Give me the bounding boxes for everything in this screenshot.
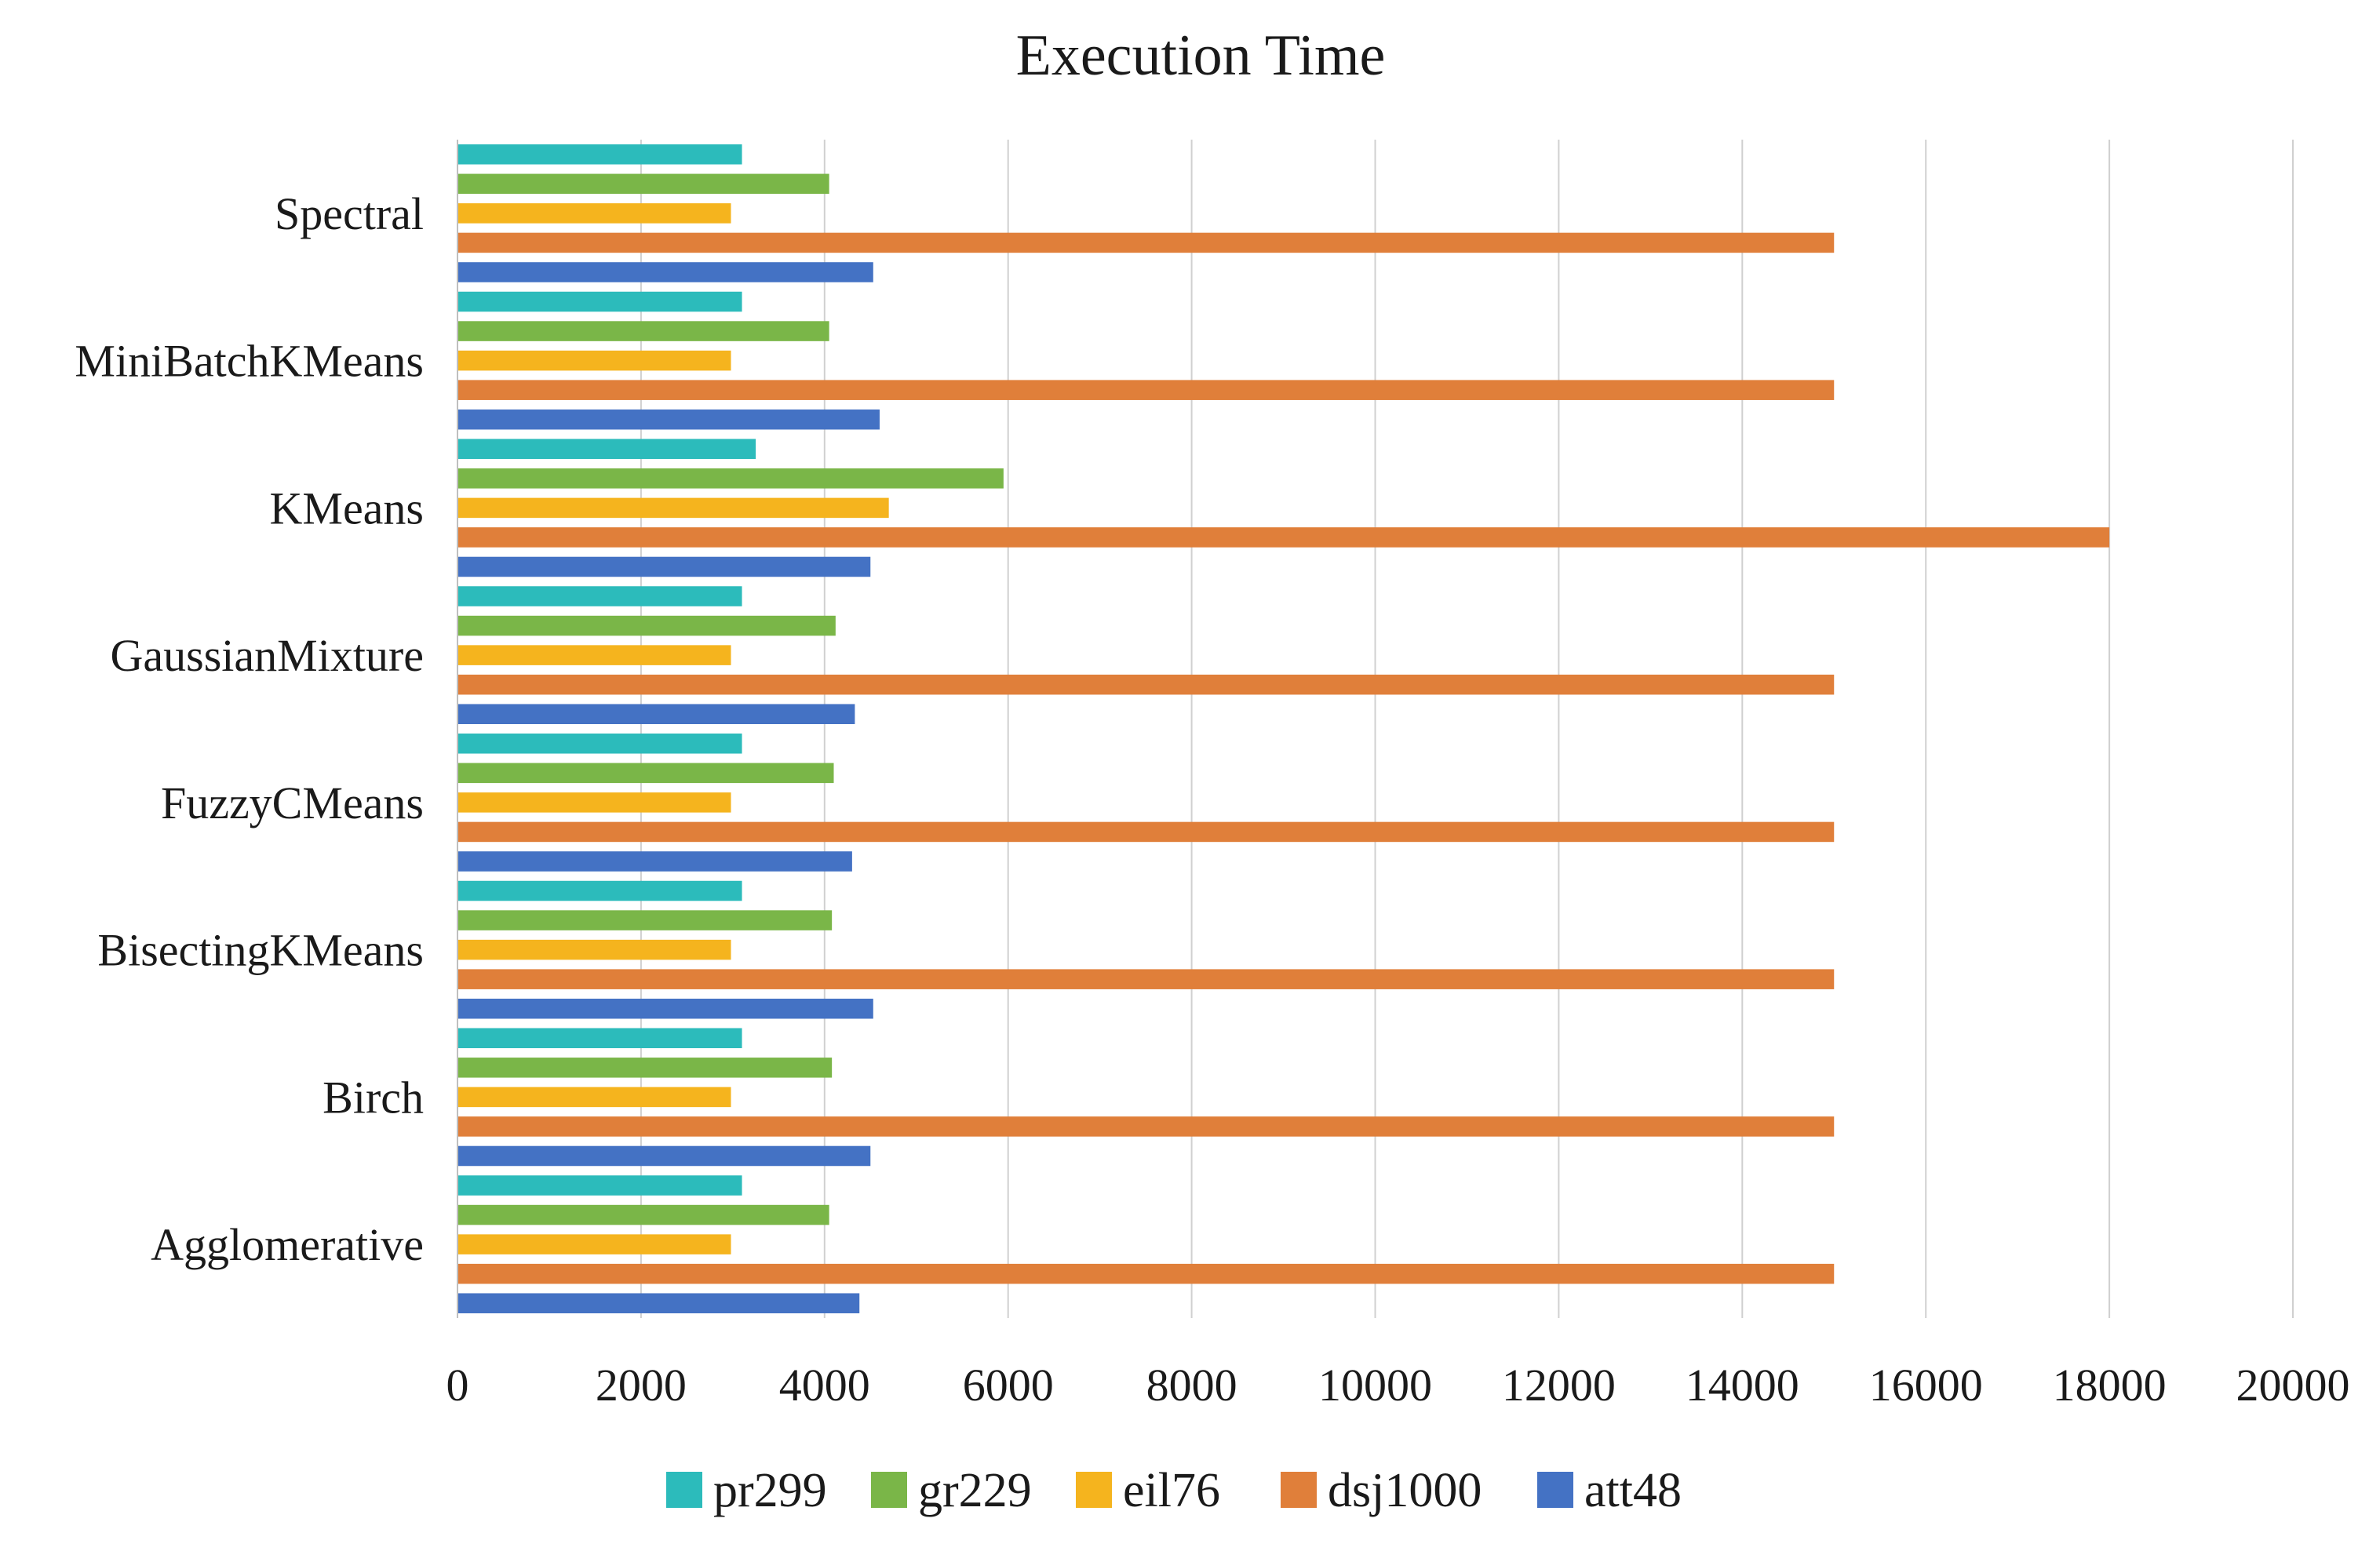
legend-label: dsj1000 bbox=[1328, 1464, 1482, 1517]
bar-dsj1000-KMeans bbox=[457, 527, 2110, 548]
bar-pr299-Spectral bbox=[457, 144, 742, 165]
legend: pr299 gr229 eil76 dsj1000 att48 bbox=[666, 1464, 1682, 1517]
bar-dsj1000-Spectral bbox=[457, 232, 1835, 253]
chart-title: Execution Time bbox=[1016, 24, 1386, 88]
bar-att48-MiniBatchKMeans bbox=[457, 409, 880, 430]
bar-pr299-MiniBatchKMeans bbox=[457, 291, 742, 312]
bar-pr299-FuzzyCMeans bbox=[457, 734, 742, 754]
bar-eil76-KMeans bbox=[457, 497, 889, 519]
bars-layer bbox=[457, 144, 2110, 1313]
bar-pr299-KMeans bbox=[457, 439, 756, 460]
category-label: Agglomerative bbox=[151, 1219, 424, 1270]
legend-swatch-eil76 bbox=[1076, 1472, 1112, 1508]
bar-eil76-Agglomerative bbox=[457, 1234, 731, 1254]
legend-label: att48 bbox=[1584, 1464, 1682, 1517]
x-tick-label: 12000 bbox=[1502, 1360, 1616, 1411]
bar-att48-FuzzyCMeans bbox=[457, 851, 852, 872]
bar-dsj1000-FuzzyCMeans bbox=[457, 821, 1835, 843]
grid-layer bbox=[640, 140, 2294, 1318]
bar-att48-Birch bbox=[457, 1145, 871, 1167]
legend-label: gr229 bbox=[918, 1464, 1032, 1517]
bar-gr229-GaussianMixture bbox=[457, 615, 836, 636]
bar-gr229-KMeans bbox=[457, 468, 1004, 489]
bar-gr229-Spectral bbox=[457, 173, 829, 195]
legend-swatch-pr299 bbox=[666, 1472, 702, 1508]
bar-gr229-BisectingKMeans bbox=[457, 910, 833, 930]
x-tick-label: 18000 bbox=[2053, 1360, 2167, 1411]
bar-dsj1000-BisectingKMeans bbox=[457, 969, 1835, 989]
bar-eil76-FuzzyCMeans bbox=[457, 792, 731, 813]
bar-pr299-Birch bbox=[457, 1028, 742, 1049]
x-tick-label: 20000 bbox=[2236, 1360, 2350, 1411]
bar-eil76-BisectingKMeans bbox=[457, 939, 731, 960]
bar-att48-KMeans bbox=[457, 556, 871, 577]
bar-pr299-BisectingKMeans bbox=[457, 880, 742, 901]
bar-gr229-FuzzyCMeans bbox=[457, 763, 834, 784]
legend-swatch-gr229 bbox=[871, 1472, 907, 1508]
category-label: GaussianMixture bbox=[111, 630, 425, 681]
x-tick-label: 16000 bbox=[1869, 1360, 1983, 1411]
category-label: Birch bbox=[323, 1072, 424, 1123]
x-tick-label: 10000 bbox=[1318, 1360, 1432, 1411]
bar-gr229-MiniBatchKMeans bbox=[457, 321, 829, 341]
category-label: BisectingKMeans bbox=[97, 925, 424, 976]
x-tick-label: 8000 bbox=[1146, 1360, 1237, 1411]
category-label: FuzzyCMeans bbox=[161, 777, 424, 828]
legend-label: eil76 bbox=[1123, 1464, 1220, 1517]
bar-dsj1000-Birch bbox=[457, 1116, 1835, 1137]
x-tick-label: 2000 bbox=[596, 1360, 687, 1411]
category-label: Spectral bbox=[275, 188, 424, 239]
bar-eil76-Spectral bbox=[457, 203, 731, 224]
bar-att48-GaussianMixture bbox=[457, 704, 855, 724]
bar-dsj1000-Agglomerative bbox=[457, 1263, 1835, 1284]
bar-att48-Spectral bbox=[457, 262, 873, 282]
x-tick-label: 14000 bbox=[1686, 1360, 1799, 1411]
bar-gr229-Agglomerative bbox=[457, 1204, 829, 1225]
bar-att48-BisectingKMeans bbox=[457, 998, 873, 1019]
bar-pr299-GaussianMixture bbox=[457, 586, 742, 606]
bar-att48-Agglomerative bbox=[457, 1293, 860, 1313]
legend-swatch-dsj1000 bbox=[1281, 1472, 1317, 1508]
legend-swatch-att48 bbox=[1537, 1472, 1573, 1508]
bar-eil76-Birch bbox=[457, 1087, 731, 1108]
bar-pr299-Agglomerative bbox=[457, 1175, 742, 1196]
legend-label: pr299 bbox=[713, 1464, 827, 1517]
category-label: MiniBatchKMeans bbox=[75, 336, 424, 387]
bar-gr229-Birch bbox=[457, 1058, 833, 1078]
axis-layer: 0 2000 4000 6000 8000 10000 12000 14000 16000 180… bbox=[75, 140, 2350, 1411]
category-label: KMeans bbox=[269, 482, 424, 533]
bar-dsj1000-MiniBatchKMeans bbox=[457, 380, 1835, 400]
bar-dsj1000-GaussianMixture bbox=[457, 674, 1835, 695]
bar-eil76-MiniBatchKMeans bbox=[457, 350, 731, 371]
x-tick-label: 0 bbox=[446, 1360, 469, 1411]
x-tick-label: 4000 bbox=[779, 1360, 870, 1411]
x-tick-label: 6000 bbox=[963, 1360, 1054, 1411]
bar-eil76-GaussianMixture bbox=[457, 645, 731, 665]
